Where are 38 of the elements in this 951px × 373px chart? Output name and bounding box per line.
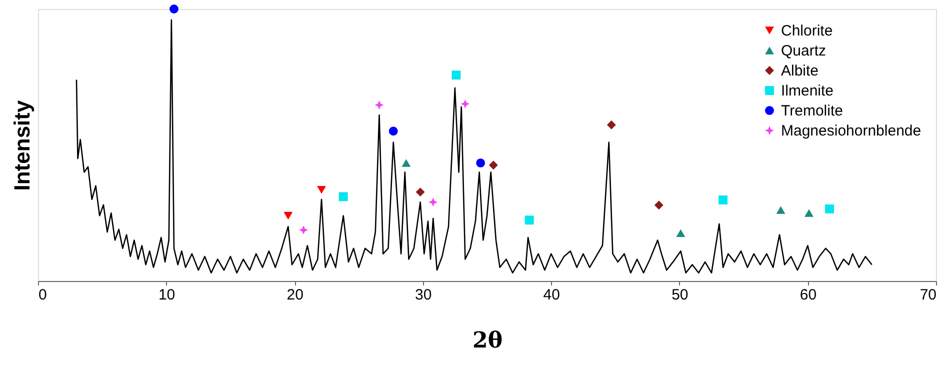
legend-label: Albite (781, 62, 819, 80)
legend-label: Quartz (781, 42, 826, 60)
point (606, 120, 616, 130)
point (374, 100, 384, 110)
point (825, 204, 834, 214)
point (718, 195, 728, 204)
point (388, 126, 398, 136)
x-tick-label: 0 (38, 286, 47, 304)
legend-label: Chlorite (781, 22, 833, 40)
point (416, 188, 425, 197)
point (284, 212, 293, 220)
point (676, 229, 686, 237)
y-axis-title: Intensity (10, 100, 34, 191)
point (488, 160, 498, 170)
point (452, 70, 461, 80)
point (524, 216, 534, 225)
x-tick-label: 30 (415, 286, 432, 304)
point (654, 200, 664, 210)
point (460, 99, 470, 108)
point (299, 226, 308, 234)
legend-label: Magnesiohornblende (781, 122, 922, 140)
x-tick-label: 10 (158, 286, 176, 304)
x-tick-label: 70 (920, 286, 936, 304)
point (338, 192, 348, 202)
point (776, 206, 786, 214)
x-tick-label: 40 (543, 286, 560, 304)
point (170, 4, 178, 14)
x-tick-label: 50 (672, 286, 688, 304)
x-axis-title: 2θ (472, 328, 502, 354)
point (476, 158, 486, 168)
x-tick-label: 20 (286, 286, 304, 304)
point (317, 186, 326, 194)
point (428, 198, 438, 207)
x-tick-label: 60 (800, 286, 817, 304)
legend-label: Ilmenite (781, 82, 834, 100)
point (804, 209, 814, 217)
point (402, 159, 411, 167)
legend-label: Tremolite (781, 102, 843, 120)
